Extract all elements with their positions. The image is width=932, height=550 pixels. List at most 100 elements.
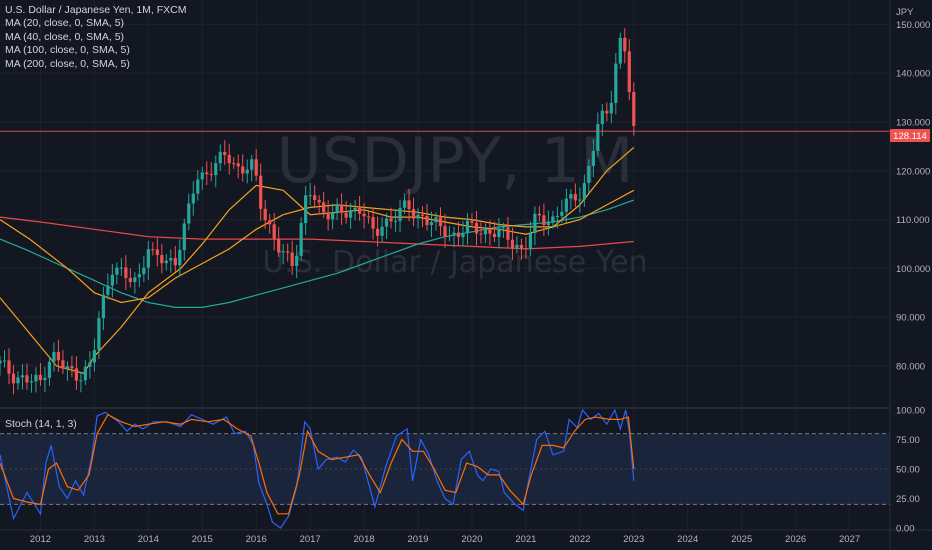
candle-body	[492, 233, 497, 238]
candle-body	[465, 220, 470, 233]
candle-body	[605, 110, 609, 114]
candle-body	[587, 165, 591, 184]
candle-body	[29, 381, 34, 383]
ma100-legend[interactable]: MA (100, close, 0, SMA, 5)	[5, 44, 130, 57]
symbol-title[interactable]: U.S. Dollar / Japanese Yen, 1M, FXCM	[5, 4, 187, 16]
last-price-label: 128.114	[893, 131, 927, 142]
candle-body	[268, 220, 272, 225]
candle-body	[92, 350, 97, 363]
candle-body	[115, 267, 119, 275]
candle-body	[398, 207, 402, 222]
candle-body	[362, 213, 366, 217]
candle-body	[182, 223, 186, 250]
candle-body	[137, 274, 141, 278]
candle-body	[353, 208, 357, 211]
candle-body	[384, 218, 389, 227]
candle-body	[470, 220, 474, 223]
stoch-legend[interactable]: Stoch (14, 1, 3)	[5, 418, 77, 430]
candle-body	[546, 221, 551, 226]
candle-body	[308, 195, 312, 197]
candle-body	[524, 248, 528, 250]
candle-body	[74, 368, 79, 381]
candle-body	[38, 374, 43, 381]
candle-body	[43, 377, 47, 381]
candle-body	[0, 360, 2, 364]
chart-legend: U.S. Dollar / Japanese Yen, 1M, FXCM MA …	[5, 4, 187, 71]
ma20-legend[interactable]: MA (20, close, 0, SMA, 5)	[5, 17, 125, 30]
candle-body	[551, 216, 555, 222]
candle-body	[245, 169, 249, 174]
ma200-legend[interactable]: MA (200, close, 0, SMA, 5)	[5, 57, 130, 70]
time-axis[interactable]: 2012 2013 2014 2015 2016 2017 2018 2019 2020 2021…	[30, 534, 860, 545]
candle-body	[515, 244, 519, 248]
candle-body	[223, 151, 227, 155]
price-tick-label: 100.000	[896, 264, 930, 275]
stoch-tick-label: 50.00	[896, 465, 920, 476]
candle-body	[124, 267, 128, 278]
candle-body	[7, 360, 11, 374]
candle-body	[627, 51, 631, 92]
price-axis[interactable]: 150.000 140.000 130.000 120.000 110.000 100.0…	[896, 20, 930, 373]
stoch-tick-label: 75.00	[896, 435, 920, 446]
candle-body	[205, 172, 209, 175]
candle-body	[438, 217, 443, 227]
candle-body	[452, 232, 456, 236]
candle-body	[393, 221, 398, 223]
candle-body	[501, 227, 506, 229]
candle-body	[263, 208, 267, 221]
candle-body	[11, 373, 16, 384]
candle-body	[326, 212, 330, 220]
price-tick-label: 140.000	[896, 69, 930, 80]
candle-body	[474, 222, 479, 234]
candle-body	[322, 202, 326, 213]
candle-body	[155, 249, 159, 256]
stoch-tick-label: 25.00	[896, 494, 920, 505]
candle-body	[411, 209, 416, 219]
candles	[0, 28, 636, 395]
watermark-symbol: USDJPY, 1M	[276, 124, 633, 197]
candle-body	[456, 232, 461, 238]
time-tick-label: 2024	[677, 534, 698, 545]
price-tick-label: 150.000	[896, 20, 930, 31]
candle-body	[407, 200, 411, 210]
candle-body	[609, 102, 613, 114]
candle-body	[227, 154, 231, 164]
candle-body	[133, 277, 137, 283]
candle-body	[119, 267, 123, 269]
candle-body	[88, 362, 92, 367]
time-tick-label: 2015	[192, 534, 213, 545]
time-tick-label: 2016	[246, 534, 267, 545]
candle-body	[52, 351, 56, 362]
time-tick-label: 2021	[515, 534, 536, 545]
candle-body	[371, 216, 375, 229]
candle-body	[70, 366, 74, 369]
price-tick-label: 80.000	[896, 361, 925, 372]
time-tick-label: 2020	[461, 534, 482, 545]
time-tick-label: 2025	[731, 534, 752, 545]
candle-body	[25, 375, 29, 383]
candle-body	[164, 260, 168, 264]
candle-body	[79, 380, 83, 382]
watermark-name: U.S. Dollar / Japanese Yen	[262, 245, 647, 280]
time-tick-label: 2018	[354, 534, 375, 545]
stoch-lines	[0, 408, 890, 529]
candle-body	[277, 238, 281, 253]
stoch-tick-label: 0.00	[896, 524, 915, 535]
time-tick-label: 2023	[623, 534, 644, 545]
candle-body	[191, 193, 195, 204]
candle-body	[344, 212, 348, 218]
candle-body	[461, 232, 465, 238]
candle-body	[443, 226, 447, 237]
stoch-axis[interactable]: 100.00 75.00 50.00 25.00 0.00	[896, 406, 925, 535]
currency-label: JPY	[896, 7, 914, 18]
candle-body	[479, 233, 483, 235]
ma40-legend[interactable]: MA (40, close, 0, SMA, 5)	[5, 30, 125, 43]
candle-body	[519, 244, 524, 249]
candle-body	[83, 366, 88, 381]
candle-body	[366, 216, 371, 218]
candle-body	[304, 195, 308, 223]
candle-body	[339, 204, 344, 213]
candle-body	[106, 285, 110, 295]
candle-body	[97, 318, 101, 351]
